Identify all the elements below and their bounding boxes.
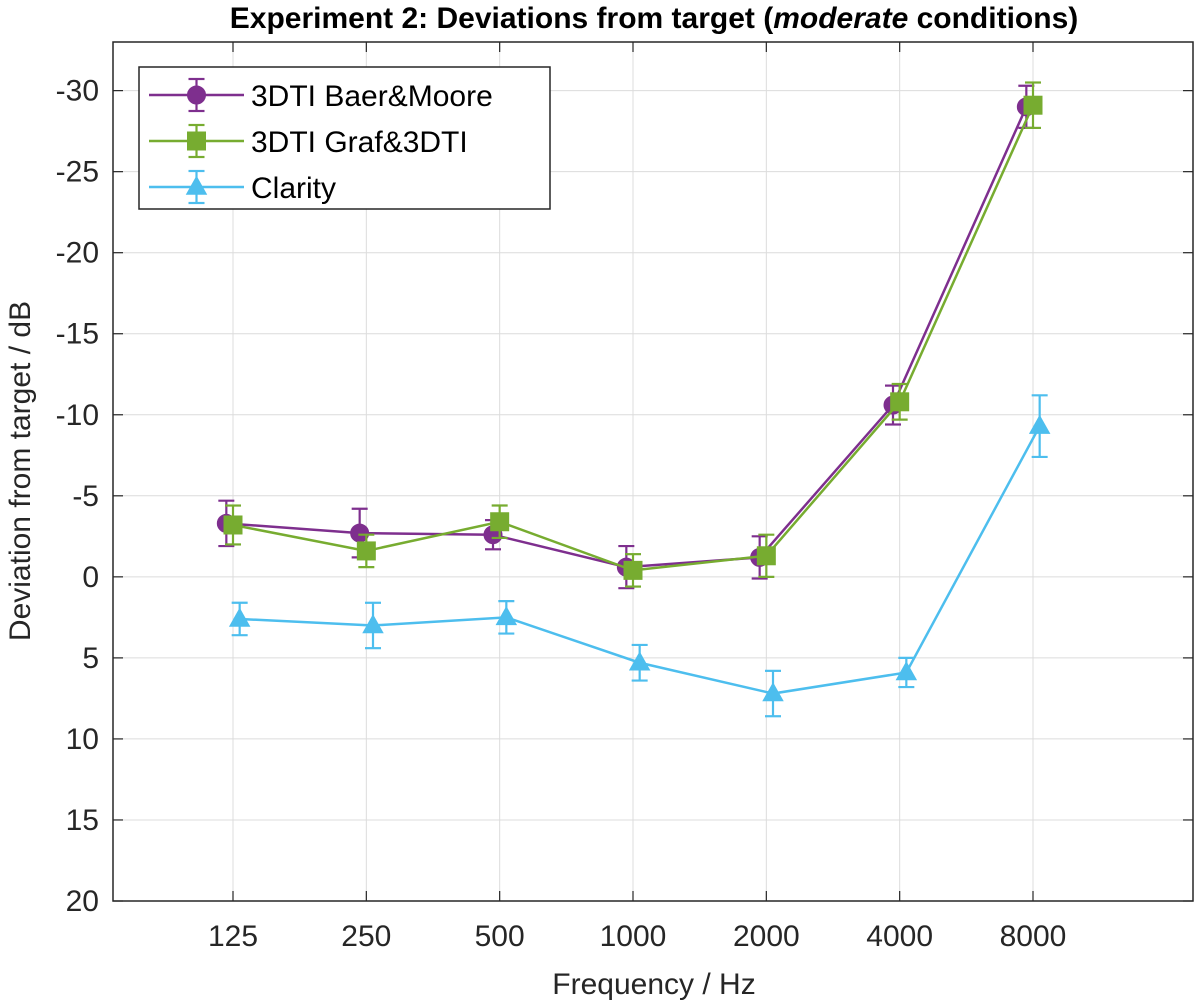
plot-area-frame (112, 41, 1194, 902)
data-point-marker (495, 605, 518, 626)
data-point-marker (628, 651, 651, 671)
data-point-marker (356, 541, 376, 561)
chart-title-prefix: Experiment 2: Deviations from target ( (230, 2, 773, 35)
axis-ticks: 125 250 500 1000 2000 4000 8000 -30 -25 -20 -15 -10… (56, 42, 1193, 953)
data-point-marker (223, 515, 243, 535)
x-tick-label: 500 (475, 920, 525, 953)
y-tick-label: 0 (82, 561, 99, 594)
data-point-marker (895, 661, 918, 681)
y-axis-label: Deviation from target / dB (4, 301, 37, 641)
x-tick-label: 250 (341, 920, 391, 953)
y-tick-label: 15 (66, 804, 99, 837)
series-group (228, 394, 1051, 718)
legend-entry: Clarity (149, 169, 336, 205)
y-tick-label: -20 (56, 237, 99, 270)
y-tick-label: 10 (66, 723, 99, 756)
y-tick-label: -30 (56, 75, 99, 108)
chart-title-italic: moderate (773, 2, 908, 35)
legend-entry: 3DTI Graf&3DTI (149, 123, 468, 159)
legend-box (138, 66, 551, 210)
data-point-marker (1028, 414, 1051, 434)
legend-marker (187, 131, 206, 151)
x-tick-label: 4000 (866, 920, 933, 953)
x-axis-label: Frequency / Hz (552, 968, 755, 1001)
data-point-marker (1023, 95, 1043, 115)
chart-title-suffix: conditions) (908, 2, 1078, 35)
legend-marker (185, 175, 208, 195)
y-tick-label: -15 (56, 318, 99, 351)
y-tick-label: 20 (66, 885, 99, 918)
data-point-marker (623, 560, 643, 580)
y-tick-label: 5 (82, 642, 99, 675)
chart-title: Experiment 2: Deviations from target (mo… (230, 2, 1079, 35)
series-group (223, 81, 1043, 588)
data-point-marker (890, 392, 910, 412)
legend-label: 3DTI Baer&Moore (251, 80, 493, 113)
data-point-marker (762, 682, 784, 702)
y-tick-label: -5 (72, 480, 99, 513)
data-point-marker (756, 546, 776, 566)
legend: 3DTI Baer&Moore 3DTI Graf&3DTI Clarity (138, 66, 551, 210)
y-tick-label: -10 (56, 399, 99, 432)
x-tick-label: 8000 (1000, 920, 1067, 953)
legend-label: Clarity (251, 172, 336, 205)
data-point-marker (228, 607, 251, 627)
x-tick-label: 1000 (600, 920, 667, 953)
data-series (216, 81, 1051, 718)
data-point-marker (362, 614, 384, 634)
x-tick-label: 125 (208, 920, 258, 953)
legend-marker (187, 85, 206, 105)
data-point-marker (490, 512, 510, 532)
y-tick-label: -25 (56, 156, 99, 189)
legend-entry: 3DTI Baer&Moore (149, 77, 493, 113)
legend-label: 3DTI Graf&3DTI (251, 126, 468, 159)
x-tick-label: 2000 (733, 920, 800, 953)
